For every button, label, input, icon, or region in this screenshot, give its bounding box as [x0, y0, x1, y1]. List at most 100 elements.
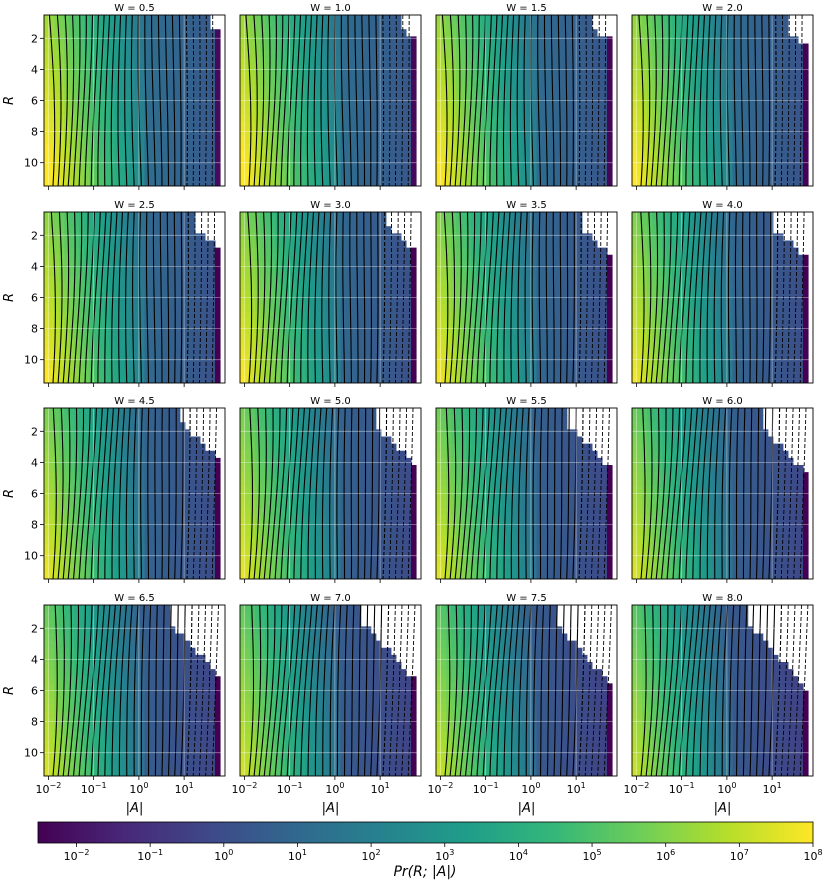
y-tick-label: 8 [31, 519, 38, 532]
panel-title: W = 7.0 [310, 593, 351, 604]
panel: W = 0.5 2 4 6 8 10 R [2, 3, 226, 190]
grid [44, 15, 225, 186]
y-axis-label: R [2, 489, 17, 498]
heatmap [436, 15, 613, 186]
panel-title: W = 1.5 [506, 3, 547, 14]
panel: W = 4.0 [631, 200, 814, 387]
panel-title: W = 2.5 [114, 200, 155, 211]
y-tick-label: 2 [31, 229, 38, 242]
contour-lines [52, 605, 219, 776]
y-tick-label: 4 [31, 63, 38, 76]
x-axis-label: |A| [322, 801, 340, 816]
heatmap [240, 15, 417, 186]
colorbar-tick-label: 10−1 [137, 848, 163, 863]
grid [632, 408, 813, 579]
panel-title: W = 3.0 [310, 200, 351, 211]
x-tick-label: 100 [129, 781, 148, 796]
panel: W = 8.0 10−2 10−1 100 101 |A| [623, 593, 814, 816]
heatmap [44, 408, 221, 579]
heatmap [44, 15, 221, 186]
y-tick-label: 8 [31, 126, 38, 139]
x-tick-label: 100 [717, 781, 736, 796]
heatmap [632, 408, 809, 579]
panel: W = 1.0 [239, 3, 422, 190]
colorbar-tick-label: 107 [730, 848, 749, 863]
panel-frame [435, 211, 618, 384]
y-tick-label: 2 [31, 32, 38, 45]
contour-lines [444, 408, 610, 579]
grid [632, 605, 813, 776]
contour-lines [640, 212, 805, 383]
panel-title: W = 8.0 [702, 593, 743, 604]
grid [240, 212, 421, 383]
contour-lines [50, 212, 216, 383]
x-tick-label: 10−1 [277, 781, 303, 796]
panel: W = 2.0 [631, 3, 814, 190]
panel: W = 1.5 [435, 3, 618, 190]
x-axis-label: |A| [126, 801, 144, 816]
panel-title: W = 5.0 [310, 396, 351, 407]
panel-frame [631, 407, 814, 580]
grid [436, 408, 617, 579]
panel-frame [631, 604, 814, 777]
colorbar-tick-label: 108 [803, 848, 822, 863]
contour-lines [640, 605, 809, 776]
y-tick-label: 10 [24, 550, 38, 563]
panel: W = 3.0 [239, 200, 422, 387]
heatmap [632, 605, 809, 776]
panel: W = 7.0 10−2 10−1 100 101 |A| [231, 593, 422, 816]
y-axis-label: R [2, 293, 17, 302]
panel: W = 7.5 10−2 10−1 100 101 |A| [427, 593, 618, 816]
panel: W = 3.5 [435, 200, 618, 387]
heatmap [44, 212, 221, 383]
heatmap [436, 212, 613, 383]
grid [632, 15, 813, 186]
contour-lines [248, 408, 414, 579]
contour-lines [52, 408, 217, 579]
heatmap [44, 605, 221, 776]
colorbar-ticks: 10−2 10−1 100 101 102 103 104 105 106 107 108 [64, 843, 823, 863]
grid [436, 15, 617, 186]
heatmap [436, 408, 613, 579]
heatmap [240, 605, 417, 776]
colorbar-label: Pr(R; |A|) [393, 864, 456, 880]
x-tick-label: 10−1 [669, 781, 695, 796]
y-axis-label: R [2, 686, 17, 695]
x-tick-label: 10−2 [35, 781, 61, 796]
colorbar-tick-label: 101 [288, 848, 307, 863]
y-tick-label: 2 [31, 425, 38, 438]
heatmap [240, 408, 417, 579]
colorbar-tick-label: 103 [435, 848, 454, 863]
heatmap [632, 15, 809, 186]
panel-title: W = 3.5 [506, 200, 547, 211]
panel-frame [631, 14, 814, 187]
x-tick-label: 100 [325, 781, 344, 796]
colorbar-tick-label: 106 [656, 848, 675, 863]
colorbar: 10−2 10−1 100 101 102 103 104 105 106 107 108 Pr(R… [37, 821, 823, 880]
panel-frame [239, 604, 422, 777]
panel: W = 5.0 [239, 396, 422, 583]
colorbar-tick-label: 10−2 [64, 848, 90, 863]
contour-lines [444, 605, 612, 776]
contour-lines [638, 15, 803, 186]
contour-lines [443, 212, 609, 383]
y-tick-label: 10 [24, 157, 38, 170]
panel-title: W = 5.5 [506, 396, 547, 407]
x-tick-label: 10−2 [427, 781, 453, 796]
grid [44, 408, 225, 579]
panel-title: W = 1.0 [310, 3, 351, 14]
x-tick-label: 101 [175, 781, 194, 796]
y-tick-label: 10 [24, 747, 38, 760]
panel: W = 4.5 2 4 6 8 10 R [2, 396, 226, 583]
y-tick-label: 6 [31, 95, 38, 108]
grid [240, 408, 421, 579]
panel-grid: W = 0.5 2 4 6 8 10 R W = 1.0 W = 1.5 W = 2.0 W = 2… [2, 3, 814, 816]
heatmap [632, 212, 809, 383]
contour-lines [48, 15, 214, 186]
grid [44, 605, 225, 776]
y-tick-label: 4 [31, 456, 38, 469]
x-tick-label: 10−1 [473, 781, 499, 796]
x-tick-label: 10−1 [81, 781, 107, 796]
contour-lines [248, 605, 416, 776]
y-tick-label: 6 [31, 292, 38, 305]
